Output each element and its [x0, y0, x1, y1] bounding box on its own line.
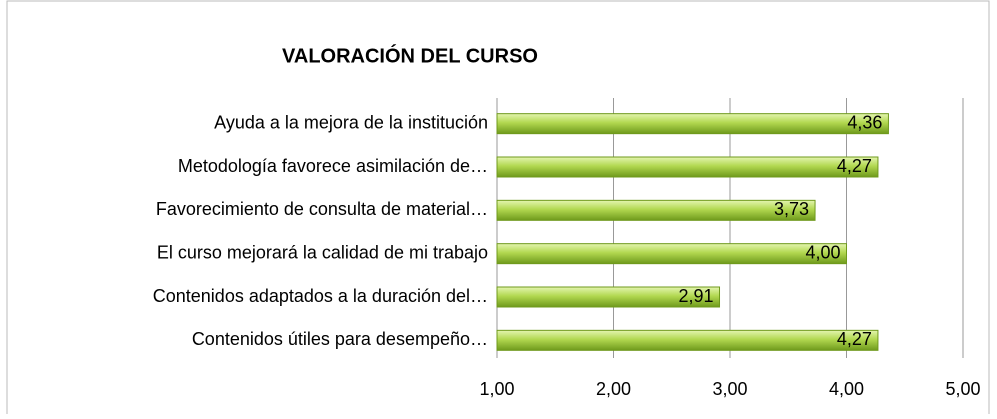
- y-tick-label: El curso mejorará la calidad de mi traba…: [157, 242, 488, 262]
- bar: [496, 286, 721, 308]
- y-tick-label: Favorecimiento de consulta de material…: [156, 199, 488, 219]
- x-tick-label: 3,00: [712, 379, 747, 399]
- chart-title: VALORACIÓN DEL CURSO: [282, 43, 538, 67]
- y-tick-label: Contenidos adaptados a la duración del…: [153, 286, 488, 306]
- x-tick-label: 5,00: [945, 379, 980, 399]
- bar: [496, 113, 889, 135]
- bar: [496, 329, 879, 351]
- y-tick-label: Metodología favorece asimilación de…: [178, 156, 488, 176]
- x-tick-label: 2,00: [596, 379, 631, 399]
- data-label: 2,91: [678, 286, 713, 306]
- x-tick-label: 4,00: [829, 379, 864, 399]
- x-tick-label: 1,00: [479, 379, 514, 399]
- data-label: 3,73: [774, 199, 809, 219]
- data-label: 4,36: [847, 112, 882, 132]
- bar: [496, 243, 847, 265]
- bar: [496, 199, 816, 221]
- y-tick-label: Contenidos útiles para desempeño…: [192, 329, 488, 349]
- y-tick-label: Ayuda a la mejora de la institución: [214, 112, 488, 132]
- data-label: 4,27: [837, 329, 872, 349]
- data-label: 4,27: [837, 156, 872, 176]
- bar: [496, 156, 879, 178]
- data-label: 4,00: [805, 242, 840, 262]
